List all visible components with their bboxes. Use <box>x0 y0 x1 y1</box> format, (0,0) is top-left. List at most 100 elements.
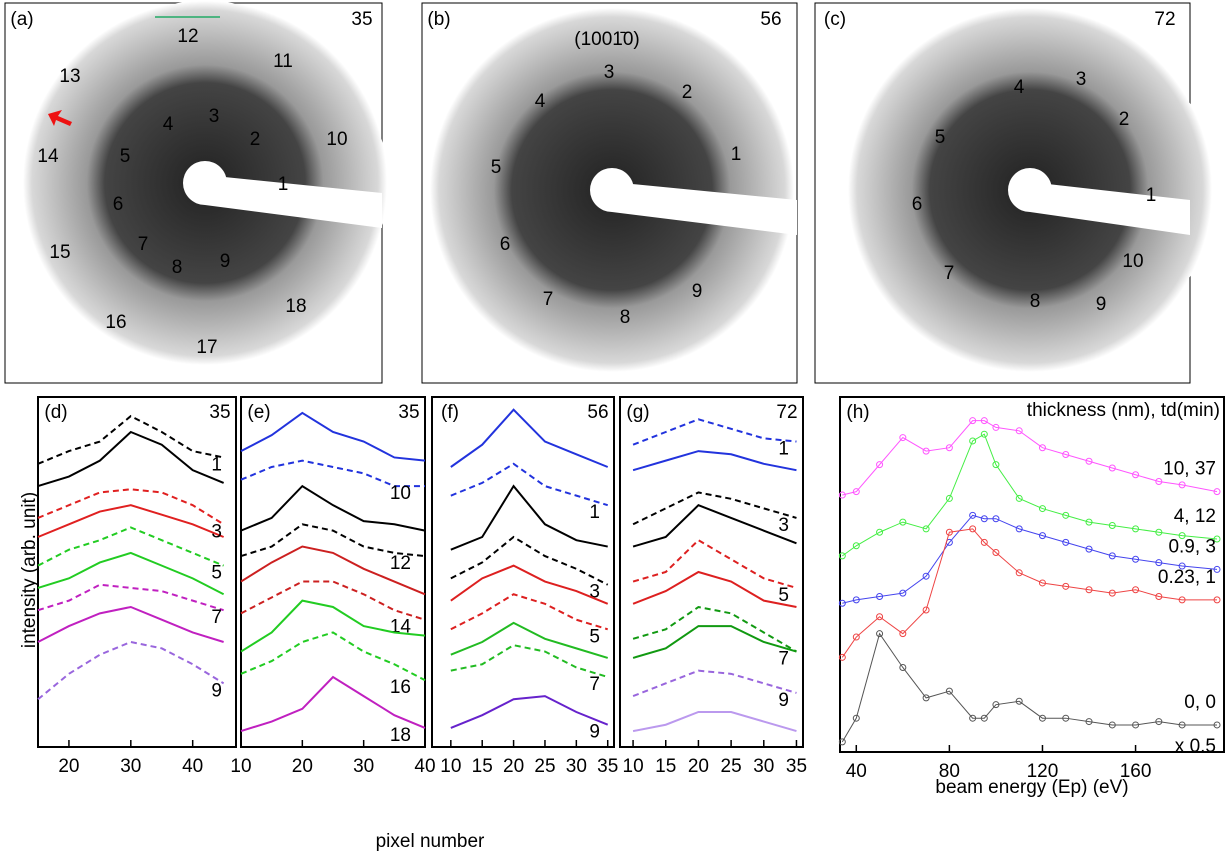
data-point <box>1178 596 1186 604</box>
data-point <box>1015 494 1023 502</box>
series-label: 5 <box>211 563 222 584</box>
panel-label: (b) <box>427 9 450 30</box>
profile-line <box>240 523 426 558</box>
data-point <box>922 447 930 455</box>
panel-label: (d) <box>44 402 67 423</box>
spot-label: 2 <box>682 82 693 103</box>
data-point <box>1132 721 1140 729</box>
data-point <box>945 494 953 502</box>
data-point <box>876 461 884 469</box>
profile-line <box>841 632 1218 743</box>
profile-line <box>240 545 426 596</box>
data-point <box>899 518 907 526</box>
data-point <box>1213 565 1221 573</box>
x-tick-label: 15 <box>472 756 493 777</box>
spot-label: 3 <box>604 62 615 83</box>
x-tick-label: 35 <box>597 756 618 777</box>
data-point <box>969 525 977 533</box>
spot-label: 6 <box>912 194 923 215</box>
x-tick-label: 20 <box>292 756 313 777</box>
arrow <box>48 110 72 126</box>
plot-frame <box>839 396 1225 753</box>
spot-label: 18 <box>285 296 306 317</box>
spot-label: 8 <box>172 257 183 278</box>
data-point <box>980 515 988 523</box>
profile-line <box>37 430 225 488</box>
data-point <box>992 461 1000 469</box>
data-point <box>899 630 907 638</box>
data-point <box>876 613 884 621</box>
spot-label: 13 <box>59 66 80 87</box>
data-point <box>1155 478 1163 486</box>
data-point <box>899 663 907 671</box>
data-point <box>876 630 884 638</box>
spot-label: 7 <box>138 234 149 255</box>
legend-header: thickness (nm), td(min) <box>1027 400 1220 421</box>
data-point <box>980 538 988 546</box>
x-tick-label: 25 <box>534 756 555 777</box>
data-point <box>852 488 860 496</box>
data-point <box>922 694 930 702</box>
sample-holder <box>612 182 797 235</box>
data-point <box>1178 562 1186 570</box>
panel-label: (c) <box>824 9 846 30</box>
data-point <box>1108 589 1116 597</box>
profile-line <box>450 593 609 631</box>
profile-line <box>240 484 426 532</box>
spot-label: 8 <box>620 307 631 328</box>
profile-line <box>632 711 797 733</box>
data-point <box>1155 592 1163 600</box>
data-point <box>838 552 846 560</box>
profile-line <box>450 644 609 678</box>
spot-label: 1 <box>278 174 289 195</box>
profile-line <box>37 605 224 643</box>
spot-label: 9 <box>692 281 703 302</box>
spot-label: 4 <box>1014 77 1025 98</box>
data-point <box>1038 579 1046 587</box>
spot-label: 7 <box>543 289 554 310</box>
profile-line <box>841 528 1218 658</box>
spot-label: 3 <box>209 106 220 127</box>
profile-line <box>632 669 797 698</box>
series-label: 12 <box>390 553 411 574</box>
x-tick-label: 20 <box>688 756 709 777</box>
data-point <box>969 437 977 445</box>
series-label: 3 <box>778 515 789 536</box>
data-point <box>852 714 860 722</box>
data-point <box>1085 457 1093 465</box>
x-tick-label: 30 <box>753 756 774 777</box>
profile-line <box>450 408 609 468</box>
data-point <box>1132 586 1140 594</box>
data-point <box>1178 721 1186 729</box>
data-point <box>1132 525 1140 533</box>
series-label: 7 <box>778 649 789 670</box>
data-point <box>1015 569 1023 577</box>
spot-label: 9 <box>220 251 231 272</box>
data-point <box>1155 718 1163 726</box>
data-point <box>838 653 846 661</box>
data-point <box>945 687 953 695</box>
profile-line <box>842 514 1218 604</box>
spot-label: 8 <box>1030 291 1041 312</box>
x-tick-label: 30 <box>353 756 374 777</box>
profile-line <box>37 583 224 612</box>
data-point <box>1108 721 1116 729</box>
spot-label: 1 <box>731 144 742 165</box>
profile-line <box>450 564 609 605</box>
data-point <box>838 491 846 499</box>
panel-label: (f) <box>441 402 459 423</box>
profile-line <box>240 459 425 488</box>
x-tick-label: 40 <box>414 756 435 777</box>
x-tick-label: 10 <box>440 756 461 777</box>
x-tick-label: 120 <box>1027 761 1059 782</box>
x-tick-label: 35 <box>786 756 807 777</box>
spot-label: 2 <box>250 129 261 150</box>
data-point <box>922 525 930 533</box>
plot-frame <box>240 396 426 748</box>
series-label: 0, 0 <box>1184 692 1216 713</box>
spot-label: 12 <box>177 26 198 47</box>
data-point <box>922 572 930 580</box>
profile-line <box>842 420 1218 496</box>
profile-line <box>37 414 224 465</box>
data-point <box>1062 511 1070 519</box>
